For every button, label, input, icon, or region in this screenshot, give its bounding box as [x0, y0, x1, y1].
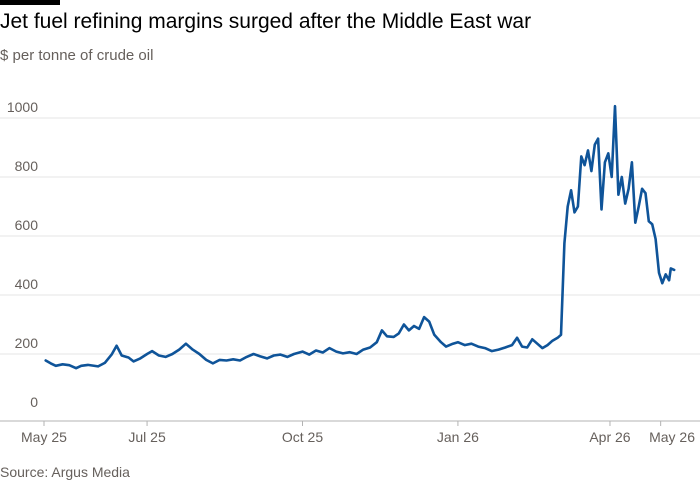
- y-tick-label: 800: [15, 158, 39, 174]
- chart-title: Jet fuel refining margins surged after t…: [0, 10, 532, 33]
- y-tick-label: 0: [30, 394, 38, 410]
- y-tick-label: 400: [15, 276, 39, 292]
- series-layer: [44, 104, 676, 370]
- x-axis: May 25 Jul 25 Oct 25 Jan 26 Apr 26 May 26: [0, 420, 700, 445]
- x-tick-label: Apr 26: [589, 429, 630, 445]
- x-tick-label: Oct 25: [282, 429, 323, 445]
- y-tick-label: 1000: [7, 99, 38, 115]
- y-tick-label: 600: [15, 217, 39, 233]
- brand-bar: [0, 0, 60, 5]
- chart-subtitle: $ per tonne of crude oil: [0, 47, 154, 64]
- y-tick-label: 200: [15, 335, 39, 351]
- x-tick-label: Jan 26: [437, 429, 479, 445]
- x-tick-label: Jul 25: [128, 429, 166, 445]
- x-tick-label: May 26: [649, 429, 695, 445]
- source-note: Source: Argus Media: [0, 464, 130, 480]
- gridlines: [0, 117, 700, 355]
- y-axis-tick-labels: 0 200 400 600 800 1000: [7, 99, 38, 410]
- series-line-refining-margin: [44, 104, 676, 370]
- x-tick-label: May 25: [21, 429, 67, 445]
